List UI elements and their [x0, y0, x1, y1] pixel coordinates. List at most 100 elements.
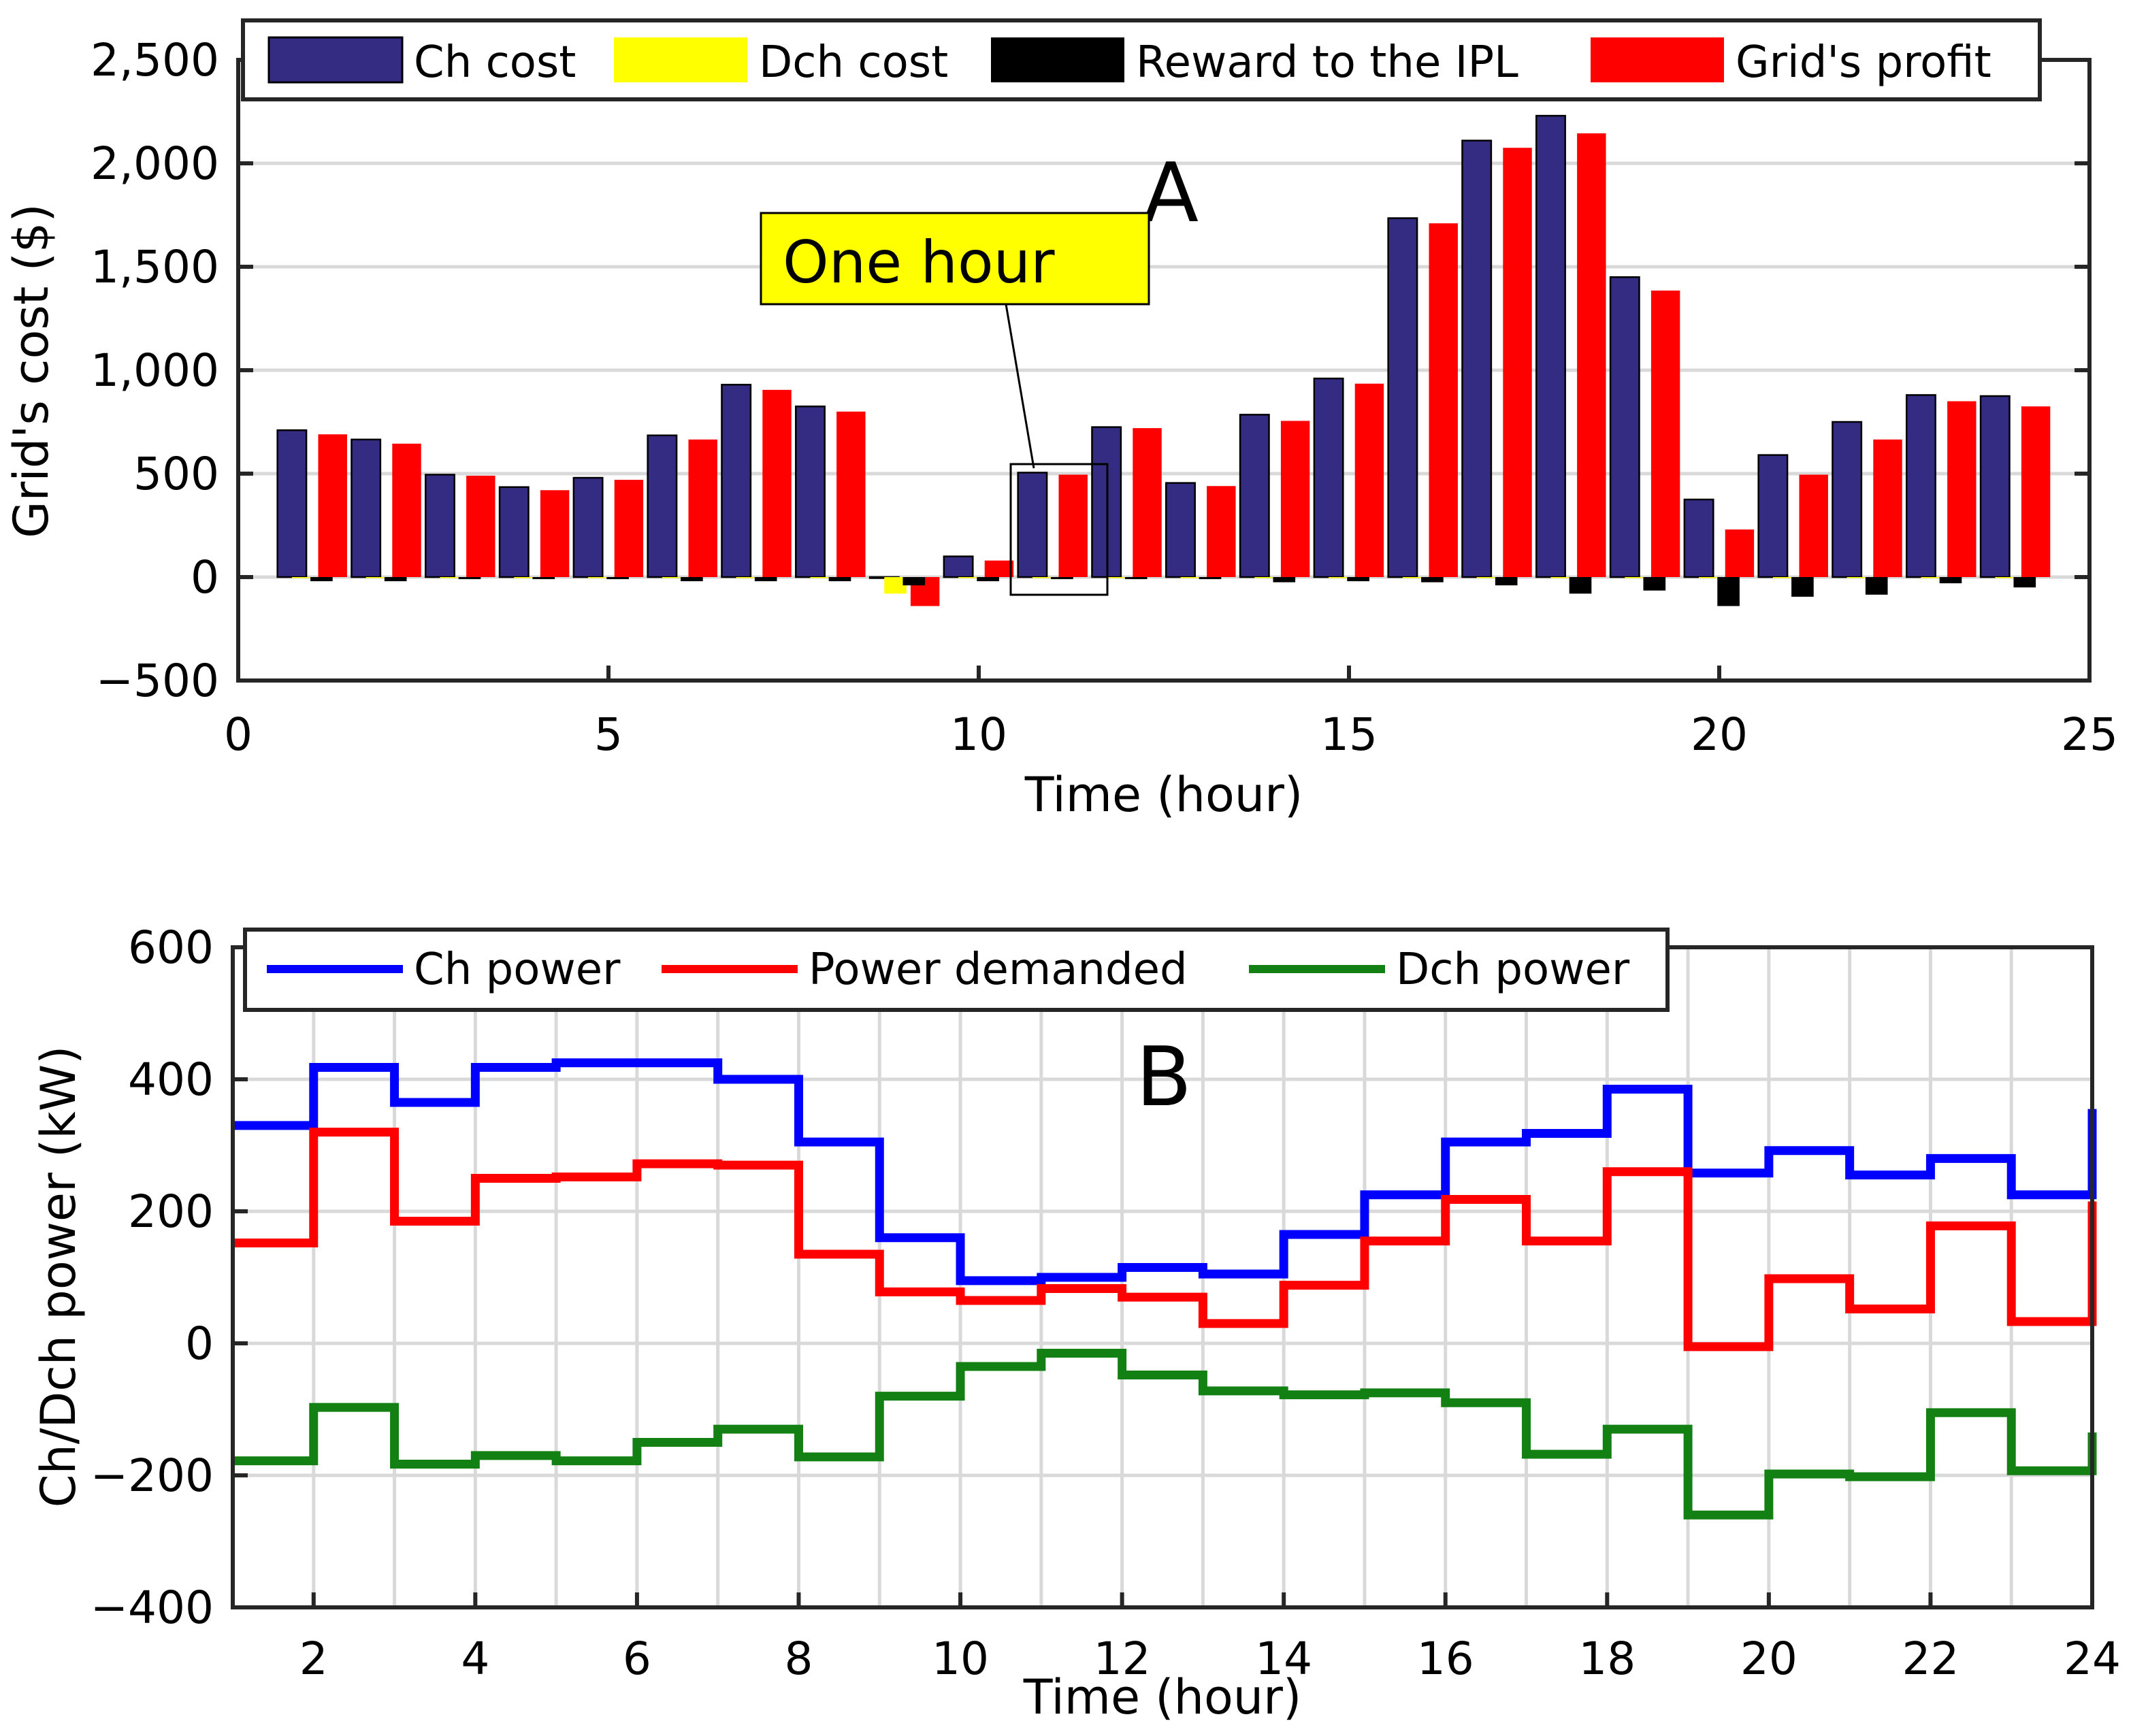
x-tick-label: 14: [1255, 1633, 1312, 1685]
chart-a-annotation-text: One hour: [783, 229, 1055, 297]
bar-dch-cost: [291, 577, 314, 578]
bar-reward: [1717, 577, 1740, 606]
y-tick-label: 0: [191, 551, 219, 604]
legend-label-grid-profit: Grid's profit: [1736, 37, 1991, 88]
bar-ch-cost: [1239, 414, 1270, 578]
bar-ch-cost: [795, 405, 826, 578]
bar-grid-profit: [392, 443, 421, 577]
bar-ch-cost: [1979, 395, 2011, 578]
bar-ch-cost: [1906, 394, 1936, 578]
bar-dch-cost: [1772, 577, 1795, 578]
bar-reward: [754, 577, 777, 582]
bar-dch-cost: [736, 577, 759, 578]
chart-b-ylabel: Ch/Dch power (kW): [31, 1046, 86, 1508]
line-dch-power: [233, 1349, 2097, 1520]
chart-a-y-ticks: −500 0 500 1,000 1,500 2,000 2,500: [91, 34, 2089, 707]
bar-grid-profit: [1280, 421, 1310, 577]
bar-dch-cost: [440, 577, 463, 578]
x-tick-label: 10: [932, 1633, 989, 1685]
bar-reward: [1791, 577, 1814, 597]
bar-grid-profit: [1725, 529, 1755, 577]
y-tick-label: 2,500: [91, 34, 219, 86]
chart-b-panel-label: B: [1136, 1030, 1192, 1125]
bar-ch-cost: [1757, 454, 1789, 578]
bar-ch-cost: [276, 429, 308, 578]
bar-reward: [1569, 577, 1592, 594]
bar-ch-cost: [647, 434, 678, 578]
bar-grid-profit: [1058, 474, 1088, 577]
bar-grid-profit: [984, 560, 1014, 577]
bar-dch-cost: [1550, 577, 1574, 578]
chart-a-bars: [276, 114, 2051, 606]
bar-dch-cost: [958, 577, 981, 578]
bar-reward: [1199, 577, 1222, 580]
bar-dch-cost: [1032, 577, 1055, 578]
legend-label-dch-power: Dch power: [1396, 945, 1630, 995]
x-tick-label: 15: [1320, 708, 1378, 761]
bar-ch-cost: [351, 438, 382, 578]
bar-reward: [458, 577, 481, 580]
legend-label-ch-power: Ch power: [414, 945, 621, 995]
legend-label-power-demanded: Power demanded: [809, 945, 1188, 995]
bar-dch-cost: [1254, 577, 1277, 578]
y-tick-label: 600: [128, 921, 214, 974]
x-tick-label: 22: [1902, 1633, 1959, 1685]
bar-dch-cost: [1699, 577, 1721, 578]
legend-swatch-dch-cost: [614, 37, 747, 82]
bar-ch-cost: [425, 474, 455, 578]
bar-grid-profit: [1873, 439, 1902, 577]
bar-reward: [828, 577, 851, 582]
y-tick-label: 2,000: [91, 137, 219, 190]
bar-reward: [2013, 577, 2036, 588]
bar-dch-cost: [1402, 577, 1425, 578]
chart-a-legend: Ch cost Dch cost Reward to the IPL Grid'…: [241, 18, 2042, 101]
legend-label-dch-cost: Dch cost: [759, 37, 948, 88]
chart-b-x-ticks: 2 4 6 8 10 12 14 16 18 20 22 24: [299, 1592, 2121, 1685]
bar-dch-cost: [810, 577, 833, 578]
y-tick-label: −400: [91, 1582, 214, 1634]
bar-reward: [1939, 577, 1962, 584]
x-tick-label: 2: [299, 1633, 328, 1685]
bar-reward: [310, 577, 333, 582]
bar-reward: [532, 577, 555, 580]
chart-b-legend: Ch power Power demanded Dch power: [243, 928, 1670, 1012]
chart-a-highlight-box: [1009, 463, 1109, 596]
bar-dch-cost: [588, 577, 611, 578]
bar-grid-profit: [540, 490, 570, 577]
legend-swatch-ch-cost: [267, 36, 404, 84]
bar-reward: [1643, 577, 1666, 591]
bar-grid-profit: [1429, 223, 1458, 577]
y-tick-label: 200: [128, 1185, 214, 1238]
bar-grid-profit: [1799, 474, 1828, 577]
legend-swatch-grid-profit: [1591, 37, 1724, 82]
y-tick-label: 1,500: [91, 241, 219, 293]
bar-dch-cost: [1921, 577, 1944, 578]
chart-a-annotation-box: [760, 212, 1150, 306]
bar-dch-cost: [1106, 577, 1129, 578]
bar-reward: [902, 577, 926, 586]
bar-reward: [384, 577, 407, 582]
bar-grid-profit: [1354, 383, 1384, 577]
bar-grid-profit: [1133, 428, 1162, 577]
bar-grid-profit: [318, 434, 347, 577]
x-tick-label: 8: [784, 1633, 813, 1685]
bar-grid-profit: [1577, 133, 1606, 578]
bar-ch-cost: [1313, 377, 1344, 578]
bar-dch-cost: [1847, 577, 1870, 578]
bar-dch-cost: [1625, 577, 1647, 578]
bar-reward: [1865, 577, 1888, 595]
x-tick-label: 6: [623, 1633, 651, 1685]
bar-ch-cost: [572, 476, 604, 578]
x-tick-label: 0: [224, 708, 253, 761]
bar-reward: [606, 577, 629, 580]
chart-a-annotation-arrow: [1005, 304, 1035, 469]
x-tick-label: 20: [1691, 708, 1748, 761]
bar-reward: [681, 577, 703, 582]
y-tick-label: 500: [133, 448, 219, 500]
bar-grid-profit: [2021, 406, 2051, 577]
bar-grid-profit: [1503, 148, 1532, 577]
chart-b-y-ticks: −400 −200 0 200 400 600: [91, 921, 248, 1634]
bar-grid-profit: [688, 439, 717, 577]
bar-grid-profit: [1947, 401, 1977, 577]
bar-grid-profit: [836, 411, 866, 577]
